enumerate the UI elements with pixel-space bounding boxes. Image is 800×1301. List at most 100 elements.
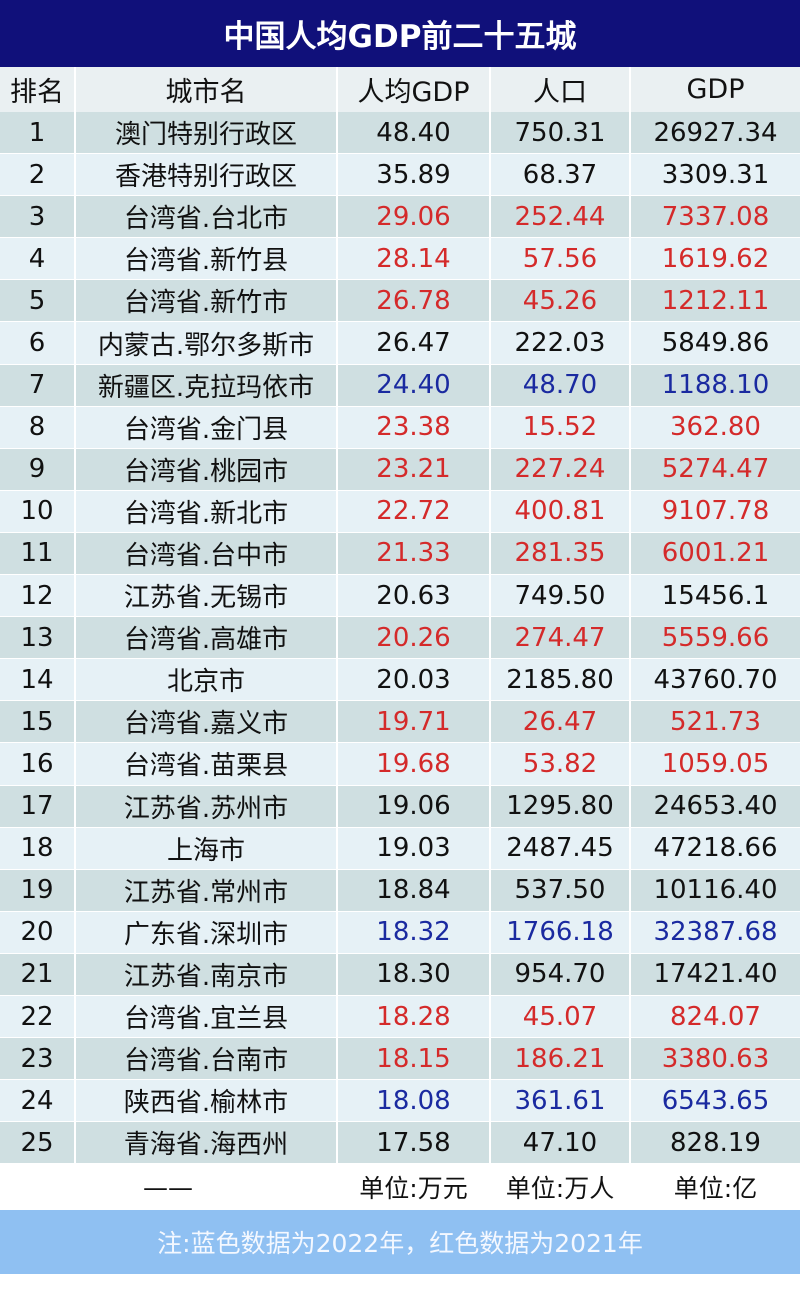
cell-city: 台湾省.宜兰县 xyxy=(75,995,338,1039)
cell-population: 750.31 xyxy=(490,112,631,155)
cell-rank: 24 xyxy=(0,1079,76,1123)
cell-rank: 1 xyxy=(0,112,76,155)
cell-city: 台湾省.桃园市 xyxy=(75,448,338,491)
cell-city: 台湾省.高雄市 xyxy=(75,616,338,660)
cell-gdp: 1212.11 xyxy=(630,279,800,323)
cell-population: 400.81 xyxy=(490,490,631,533)
cell-rank: 4 xyxy=(0,237,76,281)
unit-per-capita: 单位:万元 xyxy=(337,1163,491,1211)
cell-population: 48.70 xyxy=(490,364,631,407)
cell-gdp: 5849.86 xyxy=(630,321,800,365)
cell-per-capita-gdp: 19.68 xyxy=(337,742,491,786)
page-title: 中国人均GDP前二十五城 xyxy=(0,0,800,67)
cell-gdp: 9107.78 xyxy=(630,490,800,533)
cell-gdp: 15456.1 xyxy=(630,574,800,618)
header-population: 人口 xyxy=(490,67,631,112)
table-row: 23 台湾省.台南市 18.15 186.21 3380.63 xyxy=(0,1037,800,1081)
table-row: 8 台湾省.金门县 23.38 15.52 362.80 xyxy=(0,406,800,449)
cell-city: 江苏省.南京市 xyxy=(75,953,338,996)
unit-gdp: 单位:亿 xyxy=(630,1163,800,1211)
table-row: 5 台湾省.新竹市 26.78 45.26 1212.11 xyxy=(0,279,800,323)
header-gdp: GDP xyxy=(630,67,800,112)
cell-per-capita-gdp: 18.32 xyxy=(337,911,491,954)
footnote: 注:蓝色数据为2022年，红色数据为2021年 xyxy=(0,1210,800,1275)
cell-rank: 17 xyxy=(0,785,76,828)
cell-gdp: 5559.66 xyxy=(630,616,800,660)
cell-rank: 16 xyxy=(0,742,76,786)
cell-city: 新疆区.克拉玛依市 xyxy=(75,364,338,407)
cell-gdp: 1619.62 xyxy=(630,237,800,281)
cell-gdp: 824.07 xyxy=(630,995,800,1039)
cell-population: 45.26 xyxy=(490,279,631,323)
cell-gdp: 5274.47 xyxy=(630,448,800,491)
cell-rank: 2 xyxy=(0,153,76,197)
units-row: —— 单位:万元 单位:万人 单位:亿 xyxy=(0,1163,800,1211)
unit-population: 单位:万人 xyxy=(490,1163,631,1211)
cell-rank: 25 xyxy=(0,1121,76,1165)
cell-population: 53.82 xyxy=(490,742,631,786)
table-row: 21 江苏省.南京市 18.30 954.70 17421.40 xyxy=(0,953,800,996)
cell-city: 台湾省.苗栗县 xyxy=(75,742,338,786)
header-city: 城市名 xyxy=(75,67,338,112)
cell-population: 222.03 xyxy=(490,321,631,365)
cell-gdp: 6543.65 xyxy=(630,1079,800,1123)
table-row: 15 台湾省.嘉义市 19.71 26.47 521.73 xyxy=(0,700,800,744)
cell-population: 2185.80 xyxy=(490,658,631,702)
cell-city: 江苏省.苏州市 xyxy=(75,785,338,828)
table-row: 14 北京市 20.03 2185.80 43760.70 xyxy=(0,658,800,702)
cell-gdp: 24653.40 xyxy=(630,785,800,828)
cell-population: 186.21 xyxy=(490,1037,631,1081)
header-per-capita-gdp: 人均GDP xyxy=(337,67,491,112)
cell-per-capita-gdp: 20.63 xyxy=(337,574,491,618)
cell-per-capita-gdp: 26.47 xyxy=(337,321,491,365)
cell-population: 26.47 xyxy=(490,700,631,744)
cell-per-capita-gdp: 19.06 xyxy=(337,785,491,828)
cell-per-capita-gdp: 35.89 xyxy=(337,153,491,197)
cell-population: 749.50 xyxy=(490,574,631,618)
table-row: 22 台湾省.宜兰县 18.28 45.07 824.07 xyxy=(0,995,800,1039)
cell-city: 台湾省.台中市 xyxy=(75,532,338,576)
cell-per-capita-gdp: 20.03 xyxy=(337,658,491,702)
cell-city: 江苏省.无锡市 xyxy=(75,574,338,618)
cell-per-capita-gdp: 20.26 xyxy=(337,616,491,660)
cell-gdp: 47218.66 xyxy=(630,827,800,870)
cell-population: 57.56 xyxy=(490,237,631,281)
table-row: 12 江苏省.无锡市 20.63 749.50 15456.1 xyxy=(0,574,800,618)
cell-rank: 10 xyxy=(0,490,76,533)
table-row: 7 新疆区.克拉玛依市 24.40 48.70 1188.10 xyxy=(0,364,800,407)
cell-gdp: 10116.40 xyxy=(630,869,800,912)
cell-population: 1766.18 xyxy=(490,911,631,954)
cell-per-capita-gdp: 17.58 xyxy=(337,1121,491,1165)
cell-rank: 6 xyxy=(0,321,76,365)
cell-rank: 18 xyxy=(0,827,76,870)
cell-city: 台湾省.新北市 xyxy=(75,490,338,533)
cell-city: 台湾省.嘉义市 xyxy=(75,700,338,744)
gdp-table: 排名 城市名 人均GDP 人口 GDP 1 澳门特别行政区 48.40 750.31 2… xyxy=(0,67,800,1211)
header-rank: 排名 xyxy=(0,67,76,112)
cell-population: 45.07 xyxy=(490,995,631,1039)
table-row: 25 青海省.海西州 17.58 47.10 828.19 xyxy=(0,1121,800,1165)
cell-per-capita-gdp: 29.06 xyxy=(337,195,491,239)
cell-gdp: 828.19 xyxy=(630,1121,800,1165)
cell-city: 江苏省.常州市 xyxy=(75,869,338,912)
cell-rank: 21 xyxy=(0,953,76,996)
cell-per-capita-gdp: 19.03 xyxy=(337,827,491,870)
cell-city: 广东省.深圳市 xyxy=(75,911,338,954)
cell-gdp: 6001.21 xyxy=(630,532,800,576)
cell-gdp: 3380.63 xyxy=(630,1037,800,1081)
table-row: 3 台湾省.台北市 29.06 252.44 7337.08 xyxy=(0,195,800,239)
cell-rank: 14 xyxy=(0,658,76,702)
cell-gdp: 17421.40 xyxy=(630,953,800,996)
cell-city: 台湾省.台北市 xyxy=(75,195,338,239)
cell-population: 954.70 xyxy=(490,953,631,996)
table-row: 16 台湾省.苗栗县 19.68 53.82 1059.05 xyxy=(0,742,800,786)
cell-city: 内蒙古.鄂尔多斯市 xyxy=(75,321,338,365)
table-row: 10 台湾省.新北市 22.72 400.81 9107.78 xyxy=(0,490,800,533)
cell-population: 47.10 xyxy=(490,1121,631,1165)
cell-gdp: 521.73 xyxy=(630,700,800,744)
cell-rank: 15 xyxy=(0,700,76,744)
table-row: 19 江苏省.常州市 18.84 537.50 10116.40 xyxy=(0,869,800,912)
cell-gdp: 32387.68 xyxy=(630,911,800,954)
cell-population: 252.44 xyxy=(490,195,631,239)
table-row: 24 陕西省.榆林市 18.08 361.61 6543.65 xyxy=(0,1079,800,1123)
